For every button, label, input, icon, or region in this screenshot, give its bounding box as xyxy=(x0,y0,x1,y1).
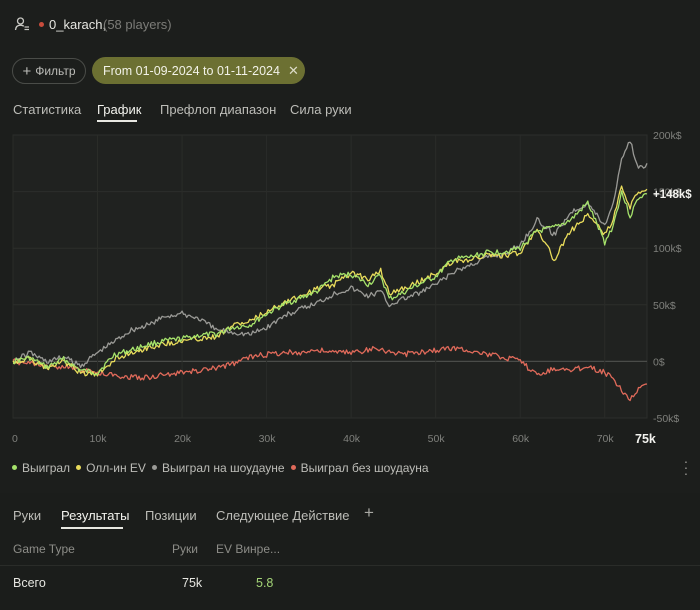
active-tab-indicator xyxy=(61,527,123,529)
cell-game-type: Всего xyxy=(13,576,46,590)
legend-label: Выиграл на шоудауне xyxy=(161,461,285,475)
tab-hands[interactable]: Руки xyxy=(13,508,42,523)
tab-results[interactable]: Результаты xyxy=(61,508,130,523)
date-range-label: From 01-09-2024 to 01-11-2024 xyxy=(103,63,280,78)
y-tick-label: 100k$ xyxy=(653,243,682,255)
player-count: (58 players) xyxy=(103,17,172,32)
chart-legend: Выиграл Олл-ин EV Выиграл на шоудауне Выигр… xyxy=(12,461,435,475)
column-header-hands[interactable]: Руки xyxy=(172,542,198,556)
tab-preflop-range[interactable]: Префлоп диапазон xyxy=(160,102,277,117)
legend-label: Выиграл без шоудауна xyxy=(300,461,429,475)
main-tabs: Статистика График Префлоп диапазон Сила … xyxy=(0,100,700,124)
bottom-panel xyxy=(0,493,700,610)
tab-next-action[interactable]: Следующее Действие xyxy=(216,508,350,523)
x-tick-label: 60k xyxy=(512,433,530,445)
x-tick-label: 50k xyxy=(428,433,446,445)
series-line-showdown[interactable] xyxy=(12,141,648,369)
status-dot xyxy=(39,22,44,27)
legend-dot-showdown xyxy=(151,465,157,471)
winnings-chart[interactable]: 200k$ 150k$ 100k$ 50k$ 0$ -50k$ 0 10k 20k 30k 40k 5… xyxy=(0,128,700,450)
x-tick-label: 10k xyxy=(90,433,108,445)
close-icon[interactable]: ✕ xyxy=(287,62,299,78)
plus-icon: + xyxy=(22,62,32,80)
y-tick-label: 0$ xyxy=(653,356,665,368)
x-end-label: 75k xyxy=(635,432,656,446)
x-tick-label: 20k xyxy=(174,433,192,445)
legend-item-allin-ev[interactable]: Олл-ин EV xyxy=(76,461,146,475)
column-header-game-type[interactable]: Game Type xyxy=(13,542,75,556)
legend-dot-won xyxy=(12,465,17,471)
column-header-ev[interactable]: EV Винре... xyxy=(216,542,281,556)
legend-label: Олл-ин EV xyxy=(86,461,146,475)
tab-graph[interactable]: График xyxy=(97,102,142,117)
legend-item-won[interactable]: Выиграл xyxy=(12,461,70,475)
legend-item-showdown[interactable]: Выиграл на шоудауне xyxy=(151,461,285,475)
filter-label: Фильтр xyxy=(35,64,76,78)
series-line-non-showdown[interactable] xyxy=(12,345,648,402)
more-options-icon[interactable]: · · · xyxy=(683,453,689,481)
legend-item-non-showdown[interactable]: Выиграл без шоудауна xyxy=(290,461,429,475)
legend-dot-allin-ev xyxy=(76,465,82,471)
header-bar: 0_karach, (58 players) xyxy=(0,0,700,48)
tab-hand-strength[interactable]: Сила руки xyxy=(290,102,352,117)
x-tick-label: 70k xyxy=(597,433,615,445)
player-settings-icon[interactable] xyxy=(14,16,30,32)
y-tick-label: -50k$ xyxy=(653,413,679,425)
x-tick-label: 30k xyxy=(259,433,277,445)
row-divider xyxy=(0,565,700,566)
cell-ev: 5.8 xyxy=(256,576,274,590)
filter-button[interactable]: + Фильтр xyxy=(12,58,86,84)
cell-hands: 75k xyxy=(182,576,203,590)
player-name[interactable]: 0_karach, xyxy=(49,17,107,32)
x-tick-label: 0 xyxy=(12,433,18,445)
active-tab-indicator xyxy=(97,120,137,122)
tab-positions[interactable]: Позиции xyxy=(145,508,197,523)
y-tick-label: 200k$ xyxy=(653,130,682,142)
legend-label: Выиграл xyxy=(22,461,71,475)
series-line-won[interactable] xyxy=(12,190,648,376)
end-value-label: +148k$ xyxy=(653,189,692,201)
bottom-tabs: Руки Результаты Позиции Следующее Действ… xyxy=(0,505,700,531)
y-tick-label: 150k$ xyxy=(653,187,682,199)
x-tick-label: 40k xyxy=(343,433,361,445)
add-tab-icon[interactable]: + xyxy=(364,503,374,522)
y-tick-label: 50k$ xyxy=(653,300,676,312)
tab-statistics[interactable]: Статистика xyxy=(13,102,82,117)
date-range-chip[interactable]: From 01-09-2024 to 01-11-2024 ✕ xyxy=(92,57,305,84)
legend-dot-non-showdown xyxy=(290,465,296,471)
